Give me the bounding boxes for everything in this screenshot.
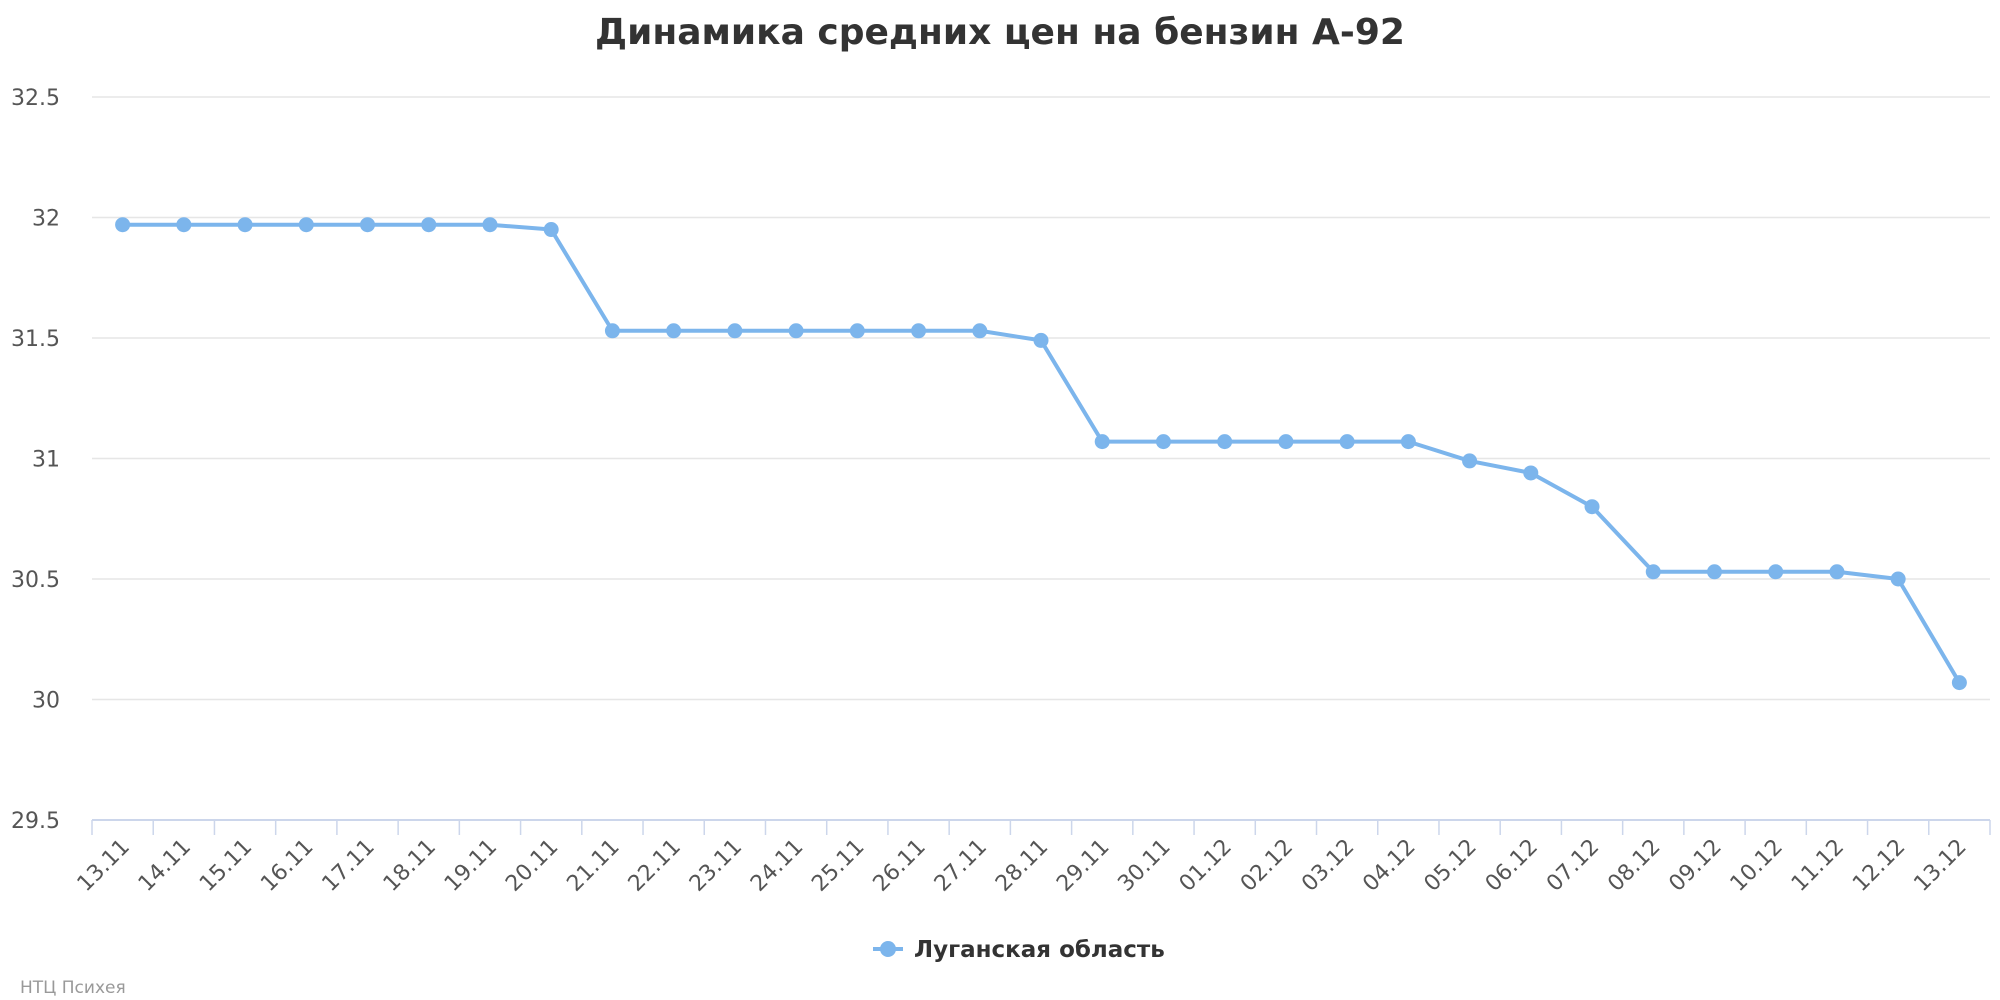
x-tick-label: 28.11 xyxy=(991,835,1053,897)
x-tick-label: 19.11 xyxy=(440,835,502,897)
x-tick-label: 07.12 xyxy=(1542,835,1604,897)
data-point[interactable] xyxy=(849,323,865,339)
credit-text: НТЦ Психея xyxy=(20,978,126,998)
data-point[interactable] xyxy=(543,222,559,238)
data-point[interactable] xyxy=(1706,564,1722,580)
data-point[interactable] xyxy=(604,323,620,339)
data-point[interactable] xyxy=(1217,434,1233,450)
x-tick-label: 26.11 xyxy=(869,835,931,897)
x-tick-label: 14.11 xyxy=(134,835,196,897)
x-tick-label: 08.12 xyxy=(1603,835,1665,897)
x-tick-label: 03.12 xyxy=(1297,835,1359,897)
y-tick-label: 32 xyxy=(32,207,60,232)
y-tick-label: 31.5 xyxy=(11,327,60,352)
x-tick-label: 17.11 xyxy=(318,835,380,897)
chart-title: Динамика средних цен на бензин А-92 xyxy=(595,12,1405,53)
data-point[interactable] xyxy=(421,217,437,233)
data-point[interactable] xyxy=(1462,453,1478,469)
y-tick-label: 29.5 xyxy=(11,809,60,834)
x-tick-label: 27.11 xyxy=(930,835,992,897)
data-point[interactable] xyxy=(360,217,376,233)
data-point[interactable] xyxy=(1645,564,1661,580)
x-tick-label: 09.12 xyxy=(1665,835,1727,897)
data-point[interactable] xyxy=(1400,434,1416,450)
x-tick-label: 25.11 xyxy=(807,835,869,897)
x-tick-label: 05.12 xyxy=(1420,835,1482,897)
x-tick-label: 30.11 xyxy=(1113,835,1175,897)
x-tick-label: 11.12 xyxy=(1787,835,1849,897)
x-tick-label: 12.12 xyxy=(1848,835,1910,897)
data-point[interactable] xyxy=(1829,564,1845,580)
legend-label[interactable]: Луганская область xyxy=(914,937,1165,963)
x-tick-label: 22.11 xyxy=(624,835,686,897)
data-point[interactable] xyxy=(1033,332,1049,348)
data-point[interactable] xyxy=(1951,675,1967,691)
x-tick-label: 13.12 xyxy=(1909,835,1971,897)
x-tick-label: 23.11 xyxy=(685,835,747,897)
x-tick-label: 21.11 xyxy=(562,835,624,897)
x-tick-label: 24.11 xyxy=(746,835,808,897)
data-point[interactable] xyxy=(727,323,743,339)
x-tick-label: 06.12 xyxy=(1481,835,1543,897)
data-point[interactable] xyxy=(788,323,804,339)
data-point[interactable] xyxy=(911,323,927,339)
data-point[interactable] xyxy=(1278,434,1294,450)
x-tick-label: 13.11 xyxy=(73,835,135,897)
data-point[interactable] xyxy=(1155,434,1171,450)
legend-marker xyxy=(880,941,896,957)
y-tick-label: 32.5 xyxy=(11,86,60,111)
series-group xyxy=(115,217,1967,691)
y-tick-label: 30 xyxy=(32,689,60,714)
x-tick-label: 29.11 xyxy=(1052,835,1114,897)
data-point[interactable] xyxy=(1339,434,1355,450)
data-point[interactable] xyxy=(666,323,682,339)
x-tick-label: 10.12 xyxy=(1726,835,1788,897)
data-point[interactable] xyxy=(1523,465,1539,481)
y-tick-label: 30.5 xyxy=(11,568,60,593)
data-point[interactable] xyxy=(482,217,498,233)
x-tick-label: 01.12 xyxy=(1175,835,1237,897)
data-point[interactable] xyxy=(298,217,314,233)
x-tick-label: 02.12 xyxy=(1236,835,1298,897)
data-point[interactable] xyxy=(1584,499,1600,515)
data-point[interactable] xyxy=(115,217,131,233)
legend[interactable]: Луганская область xyxy=(873,937,1165,963)
x-tick-label: 16.11 xyxy=(256,835,318,897)
y-tick-label: 31 xyxy=(32,448,60,473)
series-line xyxy=(120,222,1962,685)
grid-lines xyxy=(92,96,1990,701)
x-tick-label: 20.11 xyxy=(501,835,563,897)
data-point[interactable] xyxy=(1768,564,1784,580)
y-axis: 29.5 30 30.5 31 31.5 32 32.5 xyxy=(11,86,60,834)
x-tick-label: 04.12 xyxy=(1358,835,1420,897)
data-point[interactable] xyxy=(176,217,192,233)
data-point[interactable] xyxy=(1094,434,1110,450)
x-axis: 13.11 14.11 15.11 16.11 17.11 18.11 19.11 20.11… xyxy=(73,819,1991,897)
data-point[interactable] xyxy=(237,217,253,233)
x-tick-label: 18.11 xyxy=(379,835,441,897)
data-point[interactable] xyxy=(972,323,988,339)
data-point[interactable] xyxy=(1890,571,1906,587)
x-tick-label: 15.11 xyxy=(195,835,257,897)
